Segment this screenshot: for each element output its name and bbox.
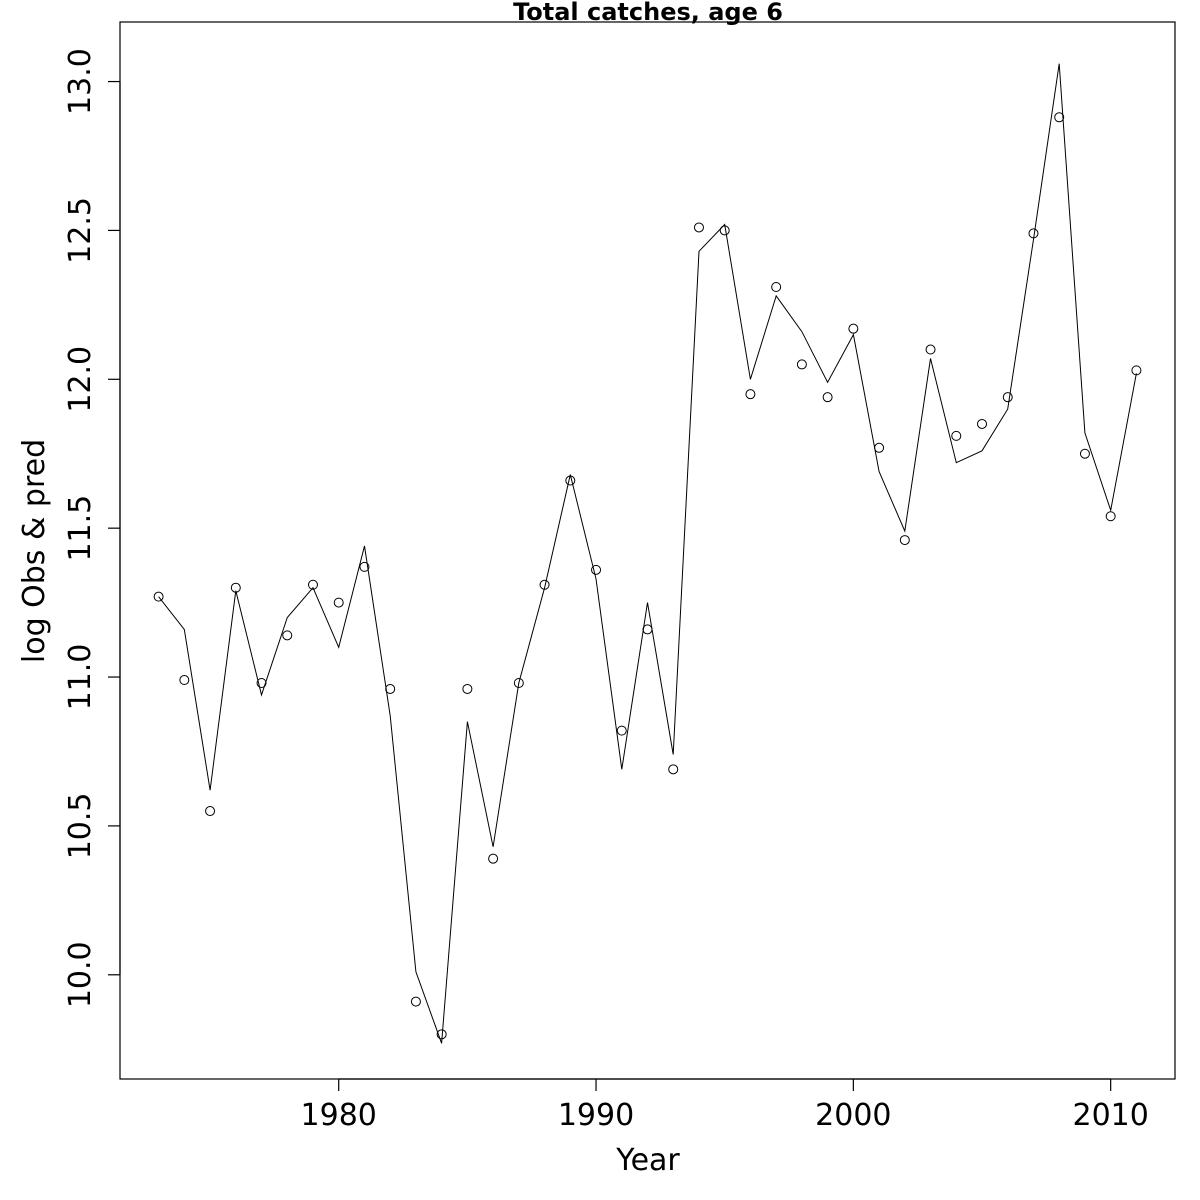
x-axis: 1980 1990 2000 2010 bbox=[301, 1078, 1149, 1133]
observed-point bbox=[1054, 112, 1065, 123]
observed-point bbox=[951, 430, 962, 441]
y-tick-label: 10.5 bbox=[63, 793, 98, 860]
y-tick-label: 12.5 bbox=[63, 197, 98, 264]
plot-box bbox=[119, 21, 1176, 1080]
x-tick-label: 2010 bbox=[1072, 1098, 1148, 1133]
observed-point bbox=[153, 591, 164, 602]
observed-point bbox=[668, 764, 679, 775]
observed-point bbox=[359, 561, 370, 572]
observed-point bbox=[977, 418, 988, 429]
observed-point bbox=[616, 725, 627, 736]
y-tick-label: 11.5 bbox=[63, 495, 98, 562]
observed-point bbox=[899, 535, 910, 546]
observed-point bbox=[565, 475, 576, 486]
observed-point bbox=[874, 442, 885, 453]
x-tick-label: 2000 bbox=[815, 1098, 891, 1133]
observed-point bbox=[462, 683, 473, 694]
y-axis-label: log Obs & pred bbox=[17, 439, 52, 663]
observed-point bbox=[282, 630, 293, 641]
observed-point bbox=[307, 579, 318, 590]
y-tick-label: 13.0 bbox=[63, 48, 98, 115]
y-axis: 10.0 10.5 11.0 11.5 12.0 12.5 13.0 bbox=[63, 48, 121, 1008]
observed-point bbox=[796, 359, 807, 370]
observed-point bbox=[256, 677, 267, 688]
observed-point bbox=[1105, 511, 1116, 522]
observed-point bbox=[848, 323, 859, 334]
y-tick-label: 12.0 bbox=[63, 346, 98, 413]
x-tick-label: 1990 bbox=[558, 1098, 634, 1133]
observed-point bbox=[693, 222, 704, 233]
chart-title: Total catches, age 6 bbox=[513, 0, 783, 26]
x-tick-label: 1980 bbox=[301, 1098, 377, 1133]
observed-point bbox=[333, 597, 344, 608]
observed-point bbox=[205, 806, 216, 817]
observed-point bbox=[591, 564, 602, 575]
observed-point bbox=[513, 677, 524, 688]
observed-point bbox=[410, 996, 421, 1007]
observed-point bbox=[822, 392, 833, 403]
y-tick-label: 11.0 bbox=[63, 644, 98, 711]
y-tick-label: 10.0 bbox=[63, 941, 98, 1008]
observed-point bbox=[179, 675, 190, 686]
observed-point bbox=[771, 281, 782, 292]
x-axis-label: Year bbox=[615, 1143, 680, 1178]
observed-point bbox=[745, 389, 756, 400]
observed-point bbox=[925, 344, 936, 355]
observed-point bbox=[1079, 448, 1090, 459]
observed-point bbox=[1002, 392, 1013, 403]
predicted-line bbox=[158, 63, 1137, 1044]
observed-point bbox=[488, 853, 499, 864]
series-layer bbox=[153, 63, 1142, 1044]
